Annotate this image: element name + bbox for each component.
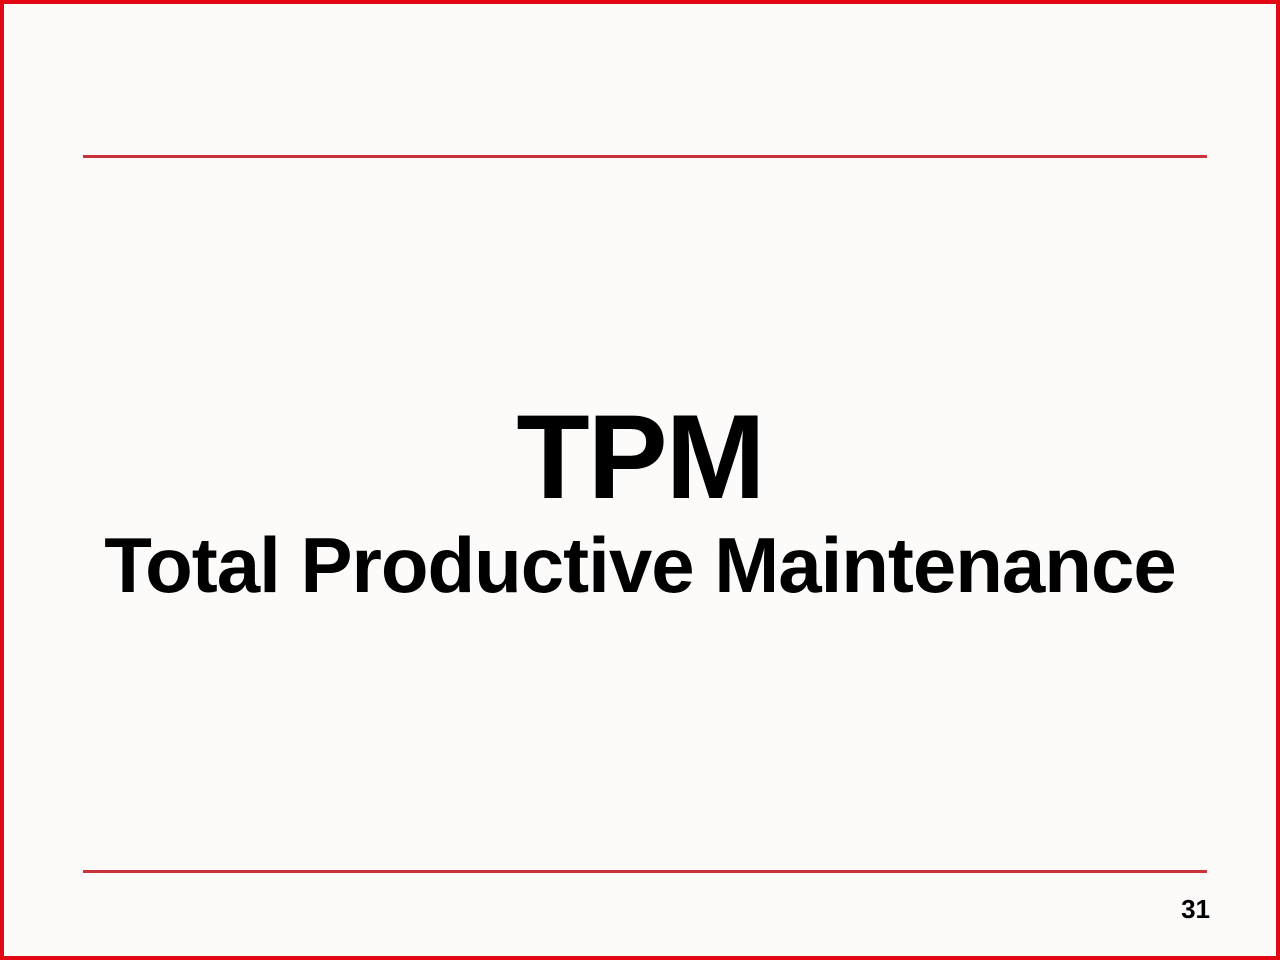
slide-title: TPM: [0, 388, 1280, 526]
page-number: 31: [1181, 894, 1210, 925]
slide-subtitle: Total Productive Maintenance: [0, 520, 1280, 611]
bottom-divider-line: [83, 870, 1207, 873]
top-divider-line: [83, 155, 1207, 158]
